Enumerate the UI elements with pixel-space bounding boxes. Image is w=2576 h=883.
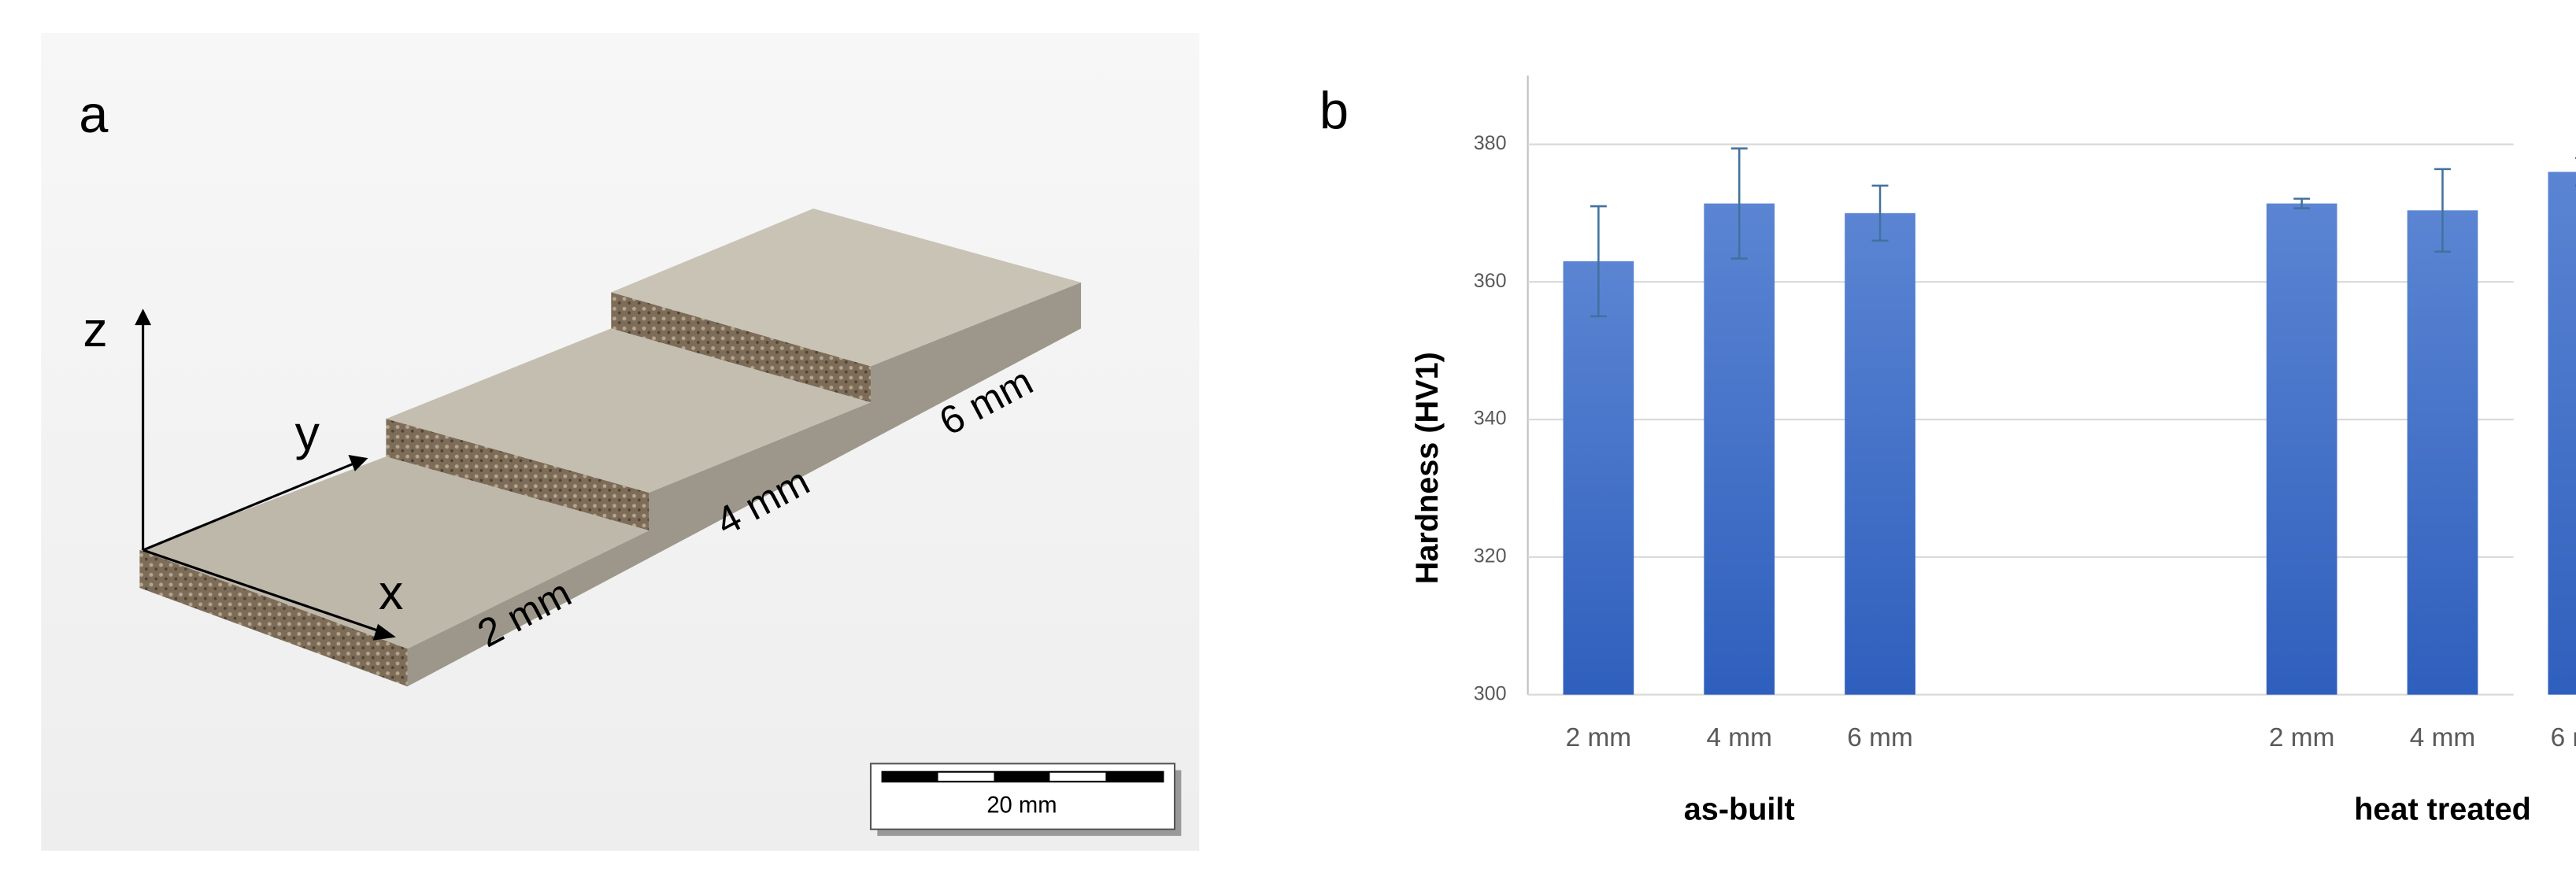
x-tick-label: 2 mm (1566, 723, 1631, 752)
axis-label: z (83, 302, 107, 357)
error-bar (1730, 147, 1748, 260)
top-face (139, 456, 650, 649)
axis-label: y (295, 406, 320, 461)
y-tick-label: 380 (1474, 132, 1507, 154)
x-tick-label: 6 mm (2551, 723, 2576, 752)
bar (2548, 172, 2576, 695)
y-tick-label: 360 (1474, 270, 1507, 292)
error-bar (1871, 184, 1889, 242)
x-tick-label: 4 mm (2410, 723, 2475, 752)
scale-bar: 20 mm (869, 763, 1182, 837)
group-label: as-built (1684, 792, 1795, 826)
axes-arrows (135, 308, 396, 641)
bar (1845, 212, 1915, 695)
bar (1563, 260, 1634, 695)
front-face (139, 550, 408, 687)
error-bar (2434, 168, 2451, 253)
top-face (386, 328, 871, 493)
bar (1704, 203, 1775, 695)
step-face (386, 419, 650, 530)
y-tick-label: 340 (1474, 408, 1507, 430)
panel-label: b (1319, 83, 1349, 141)
x-tick-label: 2 mm (2269, 723, 2334, 752)
side-face (407, 282, 1082, 687)
x-tick-label: 4 mm (1706, 723, 1771, 752)
error-bar (1590, 205, 1607, 318)
bar (2266, 203, 2337, 695)
error-bar (2293, 198, 2311, 209)
group-label: heat treated (2354, 792, 2531, 826)
scale-bar-label: 20 mm (986, 792, 1057, 818)
step-face (611, 292, 871, 403)
photo-panel: a z y x 2 mm 4 mm 6 mm 20 mm (41, 32, 1200, 851)
x-tick-label: 6 mm (1847, 723, 1912, 752)
bar (2407, 210, 2478, 695)
top-face (611, 209, 1082, 367)
y-tick-label: 320 (1474, 545, 1507, 567)
axis-label: x (379, 565, 403, 620)
y-axis-title: Hardness (HV1) (1410, 352, 1445, 584)
y-tick-label: 300 (1474, 682, 1507, 704)
panel-label: a (79, 86, 109, 144)
